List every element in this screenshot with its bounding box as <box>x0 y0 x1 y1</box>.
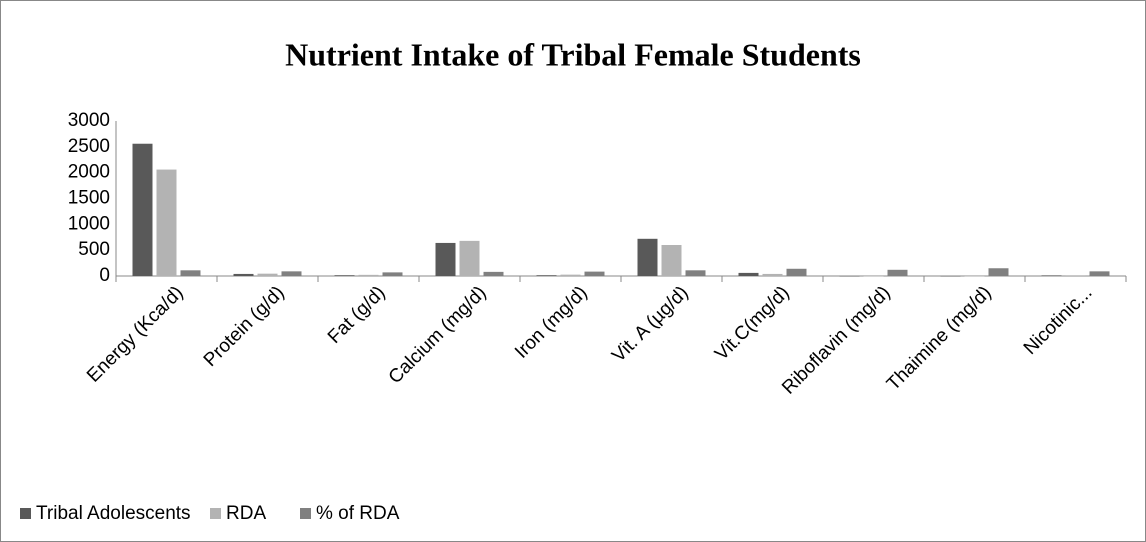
bar <box>762 273 783 276</box>
bar <box>560 274 581 276</box>
bar <box>738 272 759 276</box>
bar <box>584 271 605 276</box>
legend-label: % of RDA <box>316 503 400 524</box>
y-tick-label: 3000 <box>68 110 110 131</box>
bar <box>887 269 908 276</box>
bar <box>132 143 153 276</box>
bar <box>358 274 379 276</box>
bar <box>637 238 658 276</box>
y-tick-label: 2000 <box>68 162 110 183</box>
bar <box>382 272 403 276</box>
bar <box>661 245 682 276</box>
bar <box>839 275 860 277</box>
bar <box>257 273 278 276</box>
bar <box>1041 275 1062 276</box>
legend-swatch <box>300 508 311 519</box>
bar <box>233 273 254 276</box>
bar <box>180 270 201 276</box>
bar <box>685 270 706 276</box>
y-tick-label: 1500 <box>68 188 110 209</box>
y-tick-label: 1000 <box>68 213 110 234</box>
bar <box>435 242 456 276</box>
legend-label: Tribal Adolescents <box>36 503 191 524</box>
bar <box>281 271 302 276</box>
y-tick-label: 0 <box>99 265 110 286</box>
bar <box>536 275 557 276</box>
bar <box>940 275 961 277</box>
bar <box>1065 275 1086 276</box>
bar <box>1089 271 1110 276</box>
y-tick-label: 500 <box>78 239 110 260</box>
bar <box>483 271 504 276</box>
bar <box>156 169 177 276</box>
legend-label: RDA <box>226 503 266 524</box>
bar <box>964 275 985 277</box>
bar <box>459 240 480 276</box>
bar <box>334 275 355 276</box>
legend-swatch <box>210 508 221 519</box>
bar <box>863 275 884 277</box>
bar <box>988 268 1009 276</box>
legend-swatch <box>20 508 31 519</box>
y-tick-label: 2500 <box>68 136 110 157</box>
chart-title: Nutrient Intake of Tribal Female Student… <box>285 36 861 72</box>
bar <box>786 268 807 276</box>
